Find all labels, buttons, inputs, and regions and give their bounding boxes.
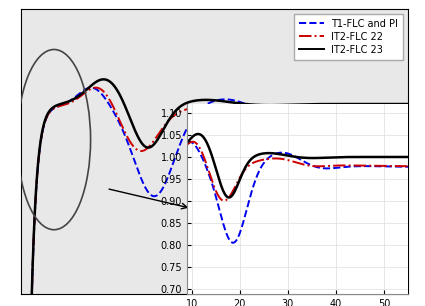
Line: T1-FLC and PI: T1-FLC and PI [25,88,408,306]
IT2-FLC 23 [169,114,174,118]
Line: IT2-FLC 23: IT2-FLC 23 [25,79,408,306]
IT2-FLC 22 [66,102,71,105]
IT2-FLC 23 [101,77,106,81]
IT2-FLC 22 [405,112,411,116]
T1-FLC and PI [186,124,191,127]
T1-FLC and PI [357,112,362,116]
Legend: T1-FLC and PI, IT2-FLC 22, IT2-FLC 23: T1-FLC and PI, IT2-FLC 22, IT2-FLC 23 [295,14,403,60]
IT2-FLC 23 [66,100,71,103]
T1-FLC and PI [66,100,71,103]
IT2-FLC 23 [398,102,403,106]
IT2-FLC 23 [357,102,362,106]
IT2-FLC 22 [93,86,98,89]
IT2-FLC 22 [89,87,94,91]
IT2-FLC 23 [89,84,94,88]
IT2-FLC 23 [186,100,191,104]
IT2-FLC 22 [186,107,191,111]
IT2-FLC 22 [357,112,362,115]
T1-FLC and PI [88,86,94,90]
T1-FLC and PI [405,113,411,116]
T1-FLC and PI [89,86,94,90]
T1-FLC and PI [398,113,403,116]
Line: IT2-FLC 22: IT2-FLC 22 [25,88,408,306]
IT2-FLC 22 [169,116,174,119]
T1-FLC and PI [169,165,174,169]
IT2-FLC 23 [405,102,411,106]
IT2-FLC 22 [398,112,403,116]
